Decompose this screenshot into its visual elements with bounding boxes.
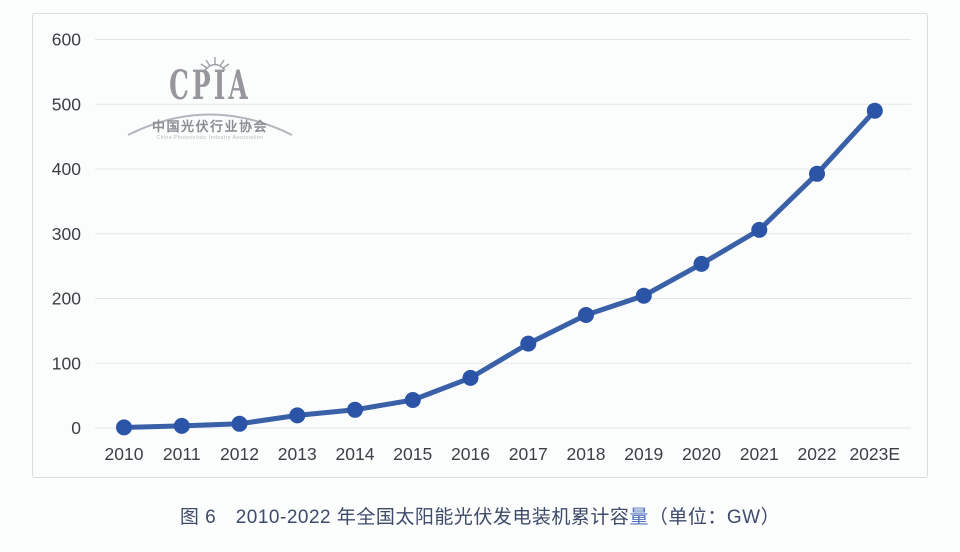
data-point-2013	[289, 407, 306, 424]
data-point-2020	[693, 255, 710, 272]
x-tick-label: 2013	[278, 444, 317, 464]
x-tick-label: 2019	[624, 444, 663, 464]
line-chart: 0 100 200 300 400 500 600 2010 2011 2012 2013 2014 2…	[52, 30, 911, 464]
logo-en-text: China Photovoltaic Industry Association	[156, 135, 264, 141]
data-point-2019	[635, 287, 652, 304]
data-point-2012	[231, 415, 248, 432]
data-point-2022	[809, 165, 825, 182]
x-tick-label: 2010	[105, 444, 144, 464]
caption-highlight: 量	[629, 507, 649, 528]
y-tick-label: 0	[71, 418, 81, 438]
y-tick-label: 600	[52, 30, 81, 50]
x-tick-label: 2021	[740, 444, 779, 464]
caption-unit: （单位：GW）	[648, 507, 781, 528]
x-tick-label: 2012	[220, 444, 259, 464]
logo-cn-text: 中国光伏行业协会	[151, 119, 268, 134]
sunburst-icon	[200, 57, 230, 71]
x-tick-label: 2017	[509, 444, 548, 464]
data-point-2021	[751, 221, 768, 238]
x-tick-label: 2018	[567, 444, 606, 464]
data-point-2023E	[866, 102, 883, 119]
figure-caption: 图 6 2010-2022 年全国太阳能光伏发电装机累计容量（单位：GW）	[0, 502, 960, 529]
x-tick-label: 2022	[798, 444, 837, 464]
logo-arc	[127, 113, 293, 136]
y-tick-label: 400	[52, 159, 81, 179]
chart-panel: 0 100 200 300 400 500 600 2010 2011 2012 2013 2014 2…	[32, 13, 928, 478]
y-tick-label: 500	[52, 94, 81, 114]
x-tick-label: 2020	[682, 444, 721, 464]
y-tick-label: 100	[52, 353, 81, 373]
cpia-logo: CPIA 中国光伏行业协会 China Photovoltaic Industr…	[127, 56, 293, 141]
data-point-2016	[462, 369, 479, 386]
x-tick-label: 2016	[451, 444, 490, 464]
data-point-2010	[116, 419, 132, 436]
x-tick-label: 2023E	[849, 444, 900, 464]
x-tick-label: 2014	[336, 444, 375, 464]
y-tick-label: 200	[52, 289, 81, 309]
y-tick-label: 300	[52, 224, 81, 244]
data-point-2018	[578, 307, 594, 323]
data-point-2014	[347, 401, 363, 418]
data-point-2011	[173, 417, 190, 434]
data-point-2017	[520, 335, 537, 352]
series-line	[121, 108, 878, 430]
x-tick-label: 2011	[163, 444, 201, 464]
logo-cpia-text: CPIA	[169, 62, 251, 109]
data-point-2015	[404, 392, 421, 408]
x-tick-label: 2015	[393, 444, 432, 464]
caption-text: 图 6 2010-2022 年全国太阳能光伏发电装机累计容	[179, 507, 630, 528]
